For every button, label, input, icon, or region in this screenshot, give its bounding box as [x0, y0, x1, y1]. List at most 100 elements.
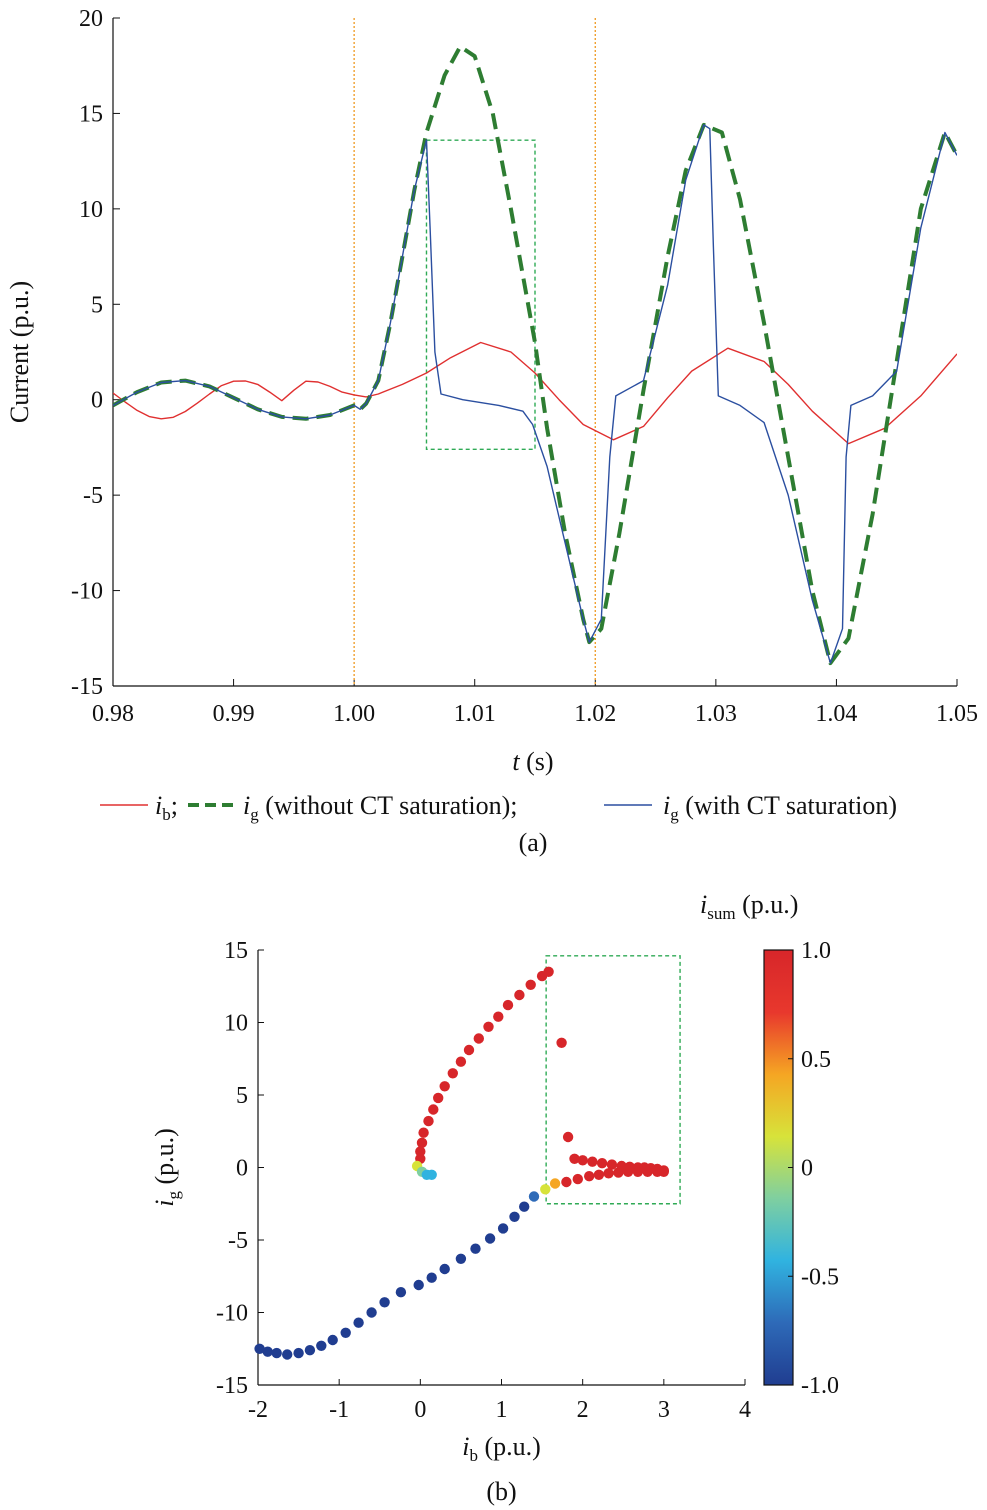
y-tick-label: -5	[83, 483, 103, 509]
scatter-point	[433, 1092, 444, 1104]
y-tick-label: 0	[91, 388, 103, 414]
y-tick-label: 10	[79, 197, 103, 223]
scatter-point	[353, 1317, 364, 1328]
scatter-point	[428, 1104, 439, 1115]
y-axis-title-unit: (p.u.)	[150, 1128, 179, 1191]
highlight-box	[545, 955, 681, 1205]
scatter-point	[493, 1011, 504, 1022]
x-tick-label: 0.98	[92, 701, 134, 727]
y-tick-label: 10	[224, 1011, 248, 1037]
x-tick-label: 1.00	[333, 701, 375, 727]
x-axis-title-symbol: i	[462, 1432, 469, 1461]
y-axis-title-symbol: i	[150, 1200, 179, 1207]
scatter-point	[426, 1272, 437, 1283]
scatter-point	[584, 1171, 595, 1182]
x-tick-label: 1.01	[454, 701, 496, 727]
panel-label-a: (a)	[519, 828, 548, 857]
x-tick-label: 0	[414, 1397, 426, 1423]
colorbar-tick-label: 1.0	[801, 938, 831, 964]
x-axis-title: ib (p.u.)	[462, 1432, 541, 1465]
y-tick-label: 15	[224, 938, 248, 964]
scatter-point	[569, 1153, 580, 1165]
x-tick-label: 1.05	[936, 701, 978, 727]
x-tick-label: 2	[577, 1397, 589, 1423]
y-tick-label: -10	[216, 1301, 248, 1327]
scatter-point	[447, 1068, 458, 1079]
scatter-point	[536, 970, 548, 982]
scatter-point	[606, 1159, 618, 1170]
scatter-point	[514, 989, 525, 1001]
x-tick-label: 1	[496, 1397, 508, 1423]
scatter-point	[379, 1297, 390, 1308]
colorbar-title-subscript: sum	[707, 904, 735, 923]
legend-text: (without CT saturation);	[259, 791, 518, 820]
y-tick-label: -15	[71, 674, 103, 700]
x-tick-label: 4	[739, 1397, 751, 1423]
scatter-point	[413, 1279, 424, 1291]
scatter-point	[262, 1346, 273, 1357]
x-axis-title-unit: (p.u.)	[478, 1432, 541, 1461]
colorbar-tick-label: 0	[801, 1156, 813, 1182]
legend-symbol: i	[155, 791, 162, 820]
scatter-point	[528, 1191, 540, 1202]
scatter-point	[439, 1263, 450, 1275]
scatter-point	[624, 1161, 635, 1173]
y-tick-label: 0	[236, 1156, 248, 1182]
scatter-point	[596, 1158, 608, 1169]
scatter-point	[316, 1340, 327, 1352]
scatter-point	[340, 1327, 351, 1339]
scatter-point	[593, 1169, 605, 1181]
scatter-point	[561, 1176, 572, 1188]
y-tick-label: -15	[216, 1373, 248, 1399]
y-tick-label: 15	[79, 101, 103, 127]
series-line-1	[113, 44, 957, 666]
scatter-point	[426, 1169, 437, 1181]
legend-subscript: b	[162, 805, 171, 824]
x-axis-title-unit: (s)	[520, 747, 554, 776]
y-tick-label: 5	[236, 1083, 248, 1109]
y-tick-label: -10	[71, 579, 103, 605]
x-tick-label: 3	[658, 1397, 670, 1423]
legend-subscript: g	[670, 805, 679, 824]
scatter-point	[549, 1178, 561, 1189]
scatter-point	[254, 1343, 265, 1355]
x-axis-title-subscript: b	[469, 1446, 478, 1465]
legend-label-1: ig (without CT saturation);	[243, 791, 518, 824]
y-tick-label: -5	[228, 1228, 248, 1254]
y-axis-title: Current (p.u.)	[5, 281, 34, 423]
scatter-point	[562, 1131, 574, 1143]
scatter-point	[519, 1201, 530, 1212]
scatter-point	[470, 1243, 481, 1254]
scatter-point	[587, 1156, 598, 1167]
y-axis-title: ig (p.u.)	[150, 1128, 183, 1207]
scatter-point	[293, 1347, 304, 1359]
x-tick-label: 1.04	[815, 701, 857, 727]
scatter-point	[304, 1345, 316, 1356]
x-tick-label: -2	[248, 1397, 268, 1423]
scatter-point	[572, 1173, 583, 1185]
scatter-point	[418, 1127, 429, 1138]
y-tick-label: 5	[91, 292, 103, 318]
y-tick-label: 20	[79, 6, 103, 32]
scatter-point	[463, 1044, 475, 1056]
scatter-point	[502, 999, 514, 1011]
scatter-point	[282, 1349, 293, 1360]
scatter-point	[271, 1347, 282, 1359]
colorbar-title: isum (p.u.)	[700, 890, 798, 923]
legend-text: (with CT saturation)	[679, 791, 897, 820]
x-tick-label: 0.99	[213, 701, 255, 727]
highlight-box	[425, 139, 536, 451]
scatter-point	[603, 1168, 614, 1179]
x-tick-label: -1	[329, 1397, 349, 1423]
scatter-point	[366, 1307, 377, 1318]
legend-subscript: g	[250, 805, 259, 824]
x-axis-title-symbol: t	[512, 747, 520, 776]
scatter-point	[525, 979, 536, 990]
panel-label-b: (b)	[486, 1477, 516, 1506]
scatter-point	[455, 1253, 467, 1265]
scatter-point	[439, 1081, 450, 1092]
legend-symbol: i	[243, 791, 250, 820]
scatter-point	[509, 1211, 520, 1223]
